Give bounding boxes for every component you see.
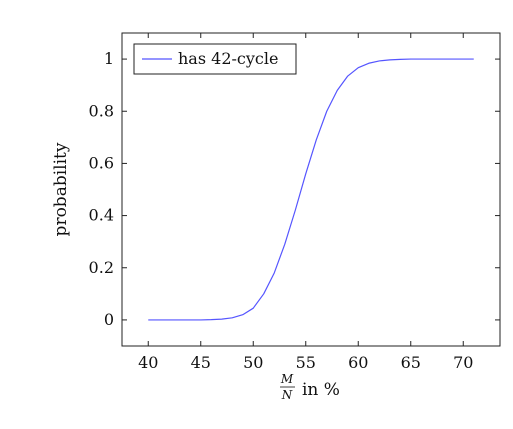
x-tick-label: 55 [296, 353, 316, 372]
x-tick-label: 70 [453, 353, 473, 372]
y-tick-label: 0.2 [89, 258, 114, 277]
x-tick-label: 40 [138, 353, 158, 372]
series-layer [148, 59, 474, 320]
x-axis-title: M N in % [280, 372, 340, 402]
x-tick-label: 45 [191, 353, 211, 372]
x-tick-label: 60 [348, 353, 368, 372]
y-tick-label: 1 [104, 49, 114, 68]
x-tick-label: 50 [243, 353, 263, 372]
legend-label: has 42-cycle [178, 49, 278, 68]
x-tick-label: 65 [401, 353, 421, 372]
x-axis-title-suffix: in % [302, 380, 340, 400]
y-tick-label: 0.4 [89, 206, 114, 225]
plot-frame [122, 33, 500, 346]
y-axis-title: probability [51, 142, 71, 236]
y-tick-label: 0.6 [89, 153, 114, 172]
series-line [148, 59, 474, 320]
x-axis-title-denominator: N [281, 388, 293, 402]
x-axis-title-numerator: M [280, 372, 294, 386]
axis-ticks: 40 45 50 55 60 65 70 0 0.2 0.4 0.6 0.8 1 [89, 33, 500, 372]
y-tick-label: 0.8 [89, 101, 114, 120]
legend: has 42-cycle [134, 44, 296, 74]
y-tick-label: 0 [104, 310, 114, 329]
